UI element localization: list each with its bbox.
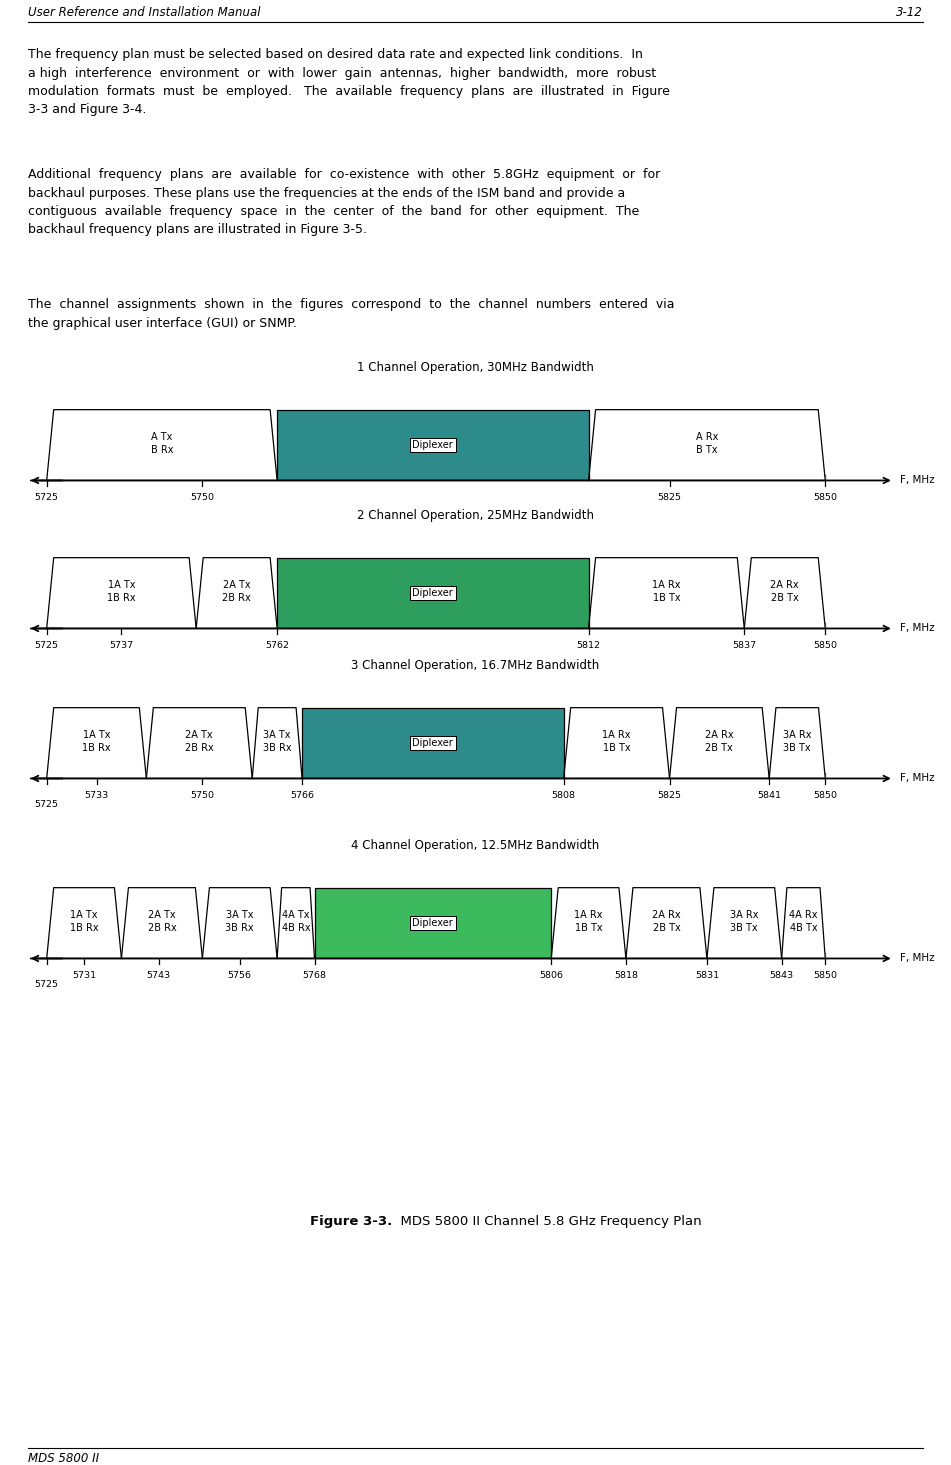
Text: 2A Rx
2B Tx: 2A Rx 2B Tx [652, 910, 681, 933]
Polygon shape [47, 558, 196, 628]
Polygon shape [782, 888, 825, 958]
Bar [302, 708, 564, 778]
Text: 3A Rx
3B Tx: 3A Rx 3B Tx [783, 730, 811, 753]
Text: 4 Channel Operation, 12.5MHz Bandwidth: 4 Channel Operation, 12.5MHz Bandwidth [351, 839, 600, 853]
Text: 2A Rx
2B Tx: 2A Rx 2B Tx [705, 730, 733, 753]
Bar [315, 888, 552, 958]
Text: 5841: 5841 [757, 791, 781, 800]
Text: Additional  frequency  plans  are  available  for  co-existence  with  other  5.: Additional frequency plans are available… [28, 168, 660, 236]
Text: 5733: 5733 [85, 791, 108, 800]
Bar [277, 558, 589, 628]
Text: 5725: 5725 [34, 494, 59, 502]
Polygon shape [277, 888, 315, 958]
Text: 5850: 5850 [813, 642, 837, 650]
Text: F, MHz: F, MHz [900, 476, 935, 485]
Text: 5725: 5725 [34, 800, 59, 810]
Text: 5806: 5806 [539, 971, 563, 980]
Text: 5766: 5766 [290, 791, 314, 800]
Text: Diplexer: Diplexer [413, 919, 454, 927]
Polygon shape [203, 888, 277, 958]
Polygon shape [589, 410, 825, 481]
Polygon shape [564, 708, 670, 778]
Text: 3 Channel Operation, 16.7MHz Bandwidth: 3 Channel Operation, 16.7MHz Bandwidth [351, 659, 600, 672]
Text: 5812: 5812 [576, 642, 601, 650]
Text: 1 Channel Operation, 30MHz Bandwidth: 1 Channel Operation, 30MHz Bandwidth [357, 360, 594, 374]
Text: 1A Tx
1B Rx: 1A Tx 1B Rx [69, 910, 98, 933]
Polygon shape [670, 708, 769, 778]
Polygon shape [589, 558, 745, 628]
Text: 5808: 5808 [552, 791, 575, 800]
Text: 2A Tx
2B Rx: 2A Tx 2B Rx [147, 910, 176, 933]
Text: 1A Rx
1B Tx: 1A Rx 1B Tx [602, 730, 631, 753]
Text: 2A Tx
2B Rx: 2A Tx 2B Rx [184, 730, 214, 753]
Text: User Reference and Installation Manual: User Reference and Installation Manual [28, 6, 261, 19]
Text: 1A Rx
1B Tx: 1A Rx 1B Tx [652, 580, 681, 604]
Text: 5756: 5756 [228, 971, 252, 980]
Polygon shape [47, 708, 146, 778]
Text: 3A Rx
3B Tx: 3A Rx 3B Tx [730, 910, 759, 933]
Text: 5725: 5725 [34, 980, 59, 989]
Text: Diplexer: Diplexer [413, 440, 454, 450]
Text: 2A Rx
2B Tx: 2A Rx 2B Tx [770, 580, 799, 604]
Polygon shape [122, 888, 203, 958]
Text: MDS 5800 II Channel 5.8 GHz Frequency Plan: MDS 5800 II Channel 5.8 GHz Frequency Pl… [392, 1214, 702, 1228]
Text: 1A Rx
1B Tx: 1A Rx 1B Tx [574, 910, 603, 933]
Text: 5731: 5731 [72, 971, 96, 980]
Text: 3-12: 3-12 [896, 6, 923, 19]
Polygon shape [769, 708, 825, 778]
Polygon shape [47, 410, 277, 481]
Text: 4A Tx
4B Rx: 4A Tx 4B Rx [281, 910, 310, 933]
Text: 1A Tx
1B Rx: 1A Tx 1B Rx [107, 580, 136, 604]
Text: 5850: 5850 [813, 791, 837, 800]
Text: 5825: 5825 [657, 791, 682, 800]
Text: 5750: 5750 [190, 791, 214, 800]
Text: 5850: 5850 [813, 971, 837, 980]
Text: 5843: 5843 [769, 971, 794, 980]
Text: Figure 3-3.: Figure 3-3. [310, 1214, 392, 1228]
Text: 4A Rx
4B Tx: 4A Rx 4B Tx [789, 910, 818, 933]
Text: F, MHz: F, MHz [900, 954, 935, 964]
Text: 5831: 5831 [695, 971, 719, 980]
Text: 2A Tx
2B Rx: 2A Tx 2B Rx [223, 580, 251, 604]
Text: 5837: 5837 [732, 642, 756, 650]
Polygon shape [745, 558, 825, 628]
Text: Diplexer: Diplexer [413, 738, 454, 749]
Text: Diplexer: Diplexer [413, 587, 454, 598]
Text: F, MHz: F, MHz [900, 624, 935, 633]
Polygon shape [146, 708, 252, 778]
Text: 1A Tx
1B Rx: 1A Tx 1B Rx [82, 730, 111, 753]
Text: 5725: 5725 [34, 642, 59, 650]
Text: 2 Channel Operation, 25MHz Bandwidth: 2 Channel Operation, 25MHz Bandwidth [357, 508, 594, 522]
Text: 3A Tx
3B Rx: 3A Tx 3B Rx [262, 730, 291, 753]
Polygon shape [196, 558, 277, 628]
Text: 5743: 5743 [146, 971, 171, 980]
Text: 5737: 5737 [109, 642, 133, 650]
Text: 5768: 5768 [302, 971, 326, 980]
Text: 5850: 5850 [813, 494, 837, 502]
Polygon shape [552, 888, 626, 958]
Polygon shape [707, 888, 782, 958]
Polygon shape [252, 708, 302, 778]
Polygon shape [47, 888, 122, 958]
Text: 5825: 5825 [657, 494, 682, 502]
Text: 5750: 5750 [190, 494, 214, 502]
Text: A Rx
B Tx: A Rx B Tx [696, 432, 718, 456]
Text: The frequency plan must be selected based on desired data rate and expected link: The frequency plan must be selected base… [28, 48, 670, 117]
Text: A Tx
B Rx: A Tx B Rx [150, 432, 173, 456]
Text: 5818: 5818 [614, 971, 638, 980]
Text: The  channel  assignments  shown  in  the  figures  correspond  to  the  channel: The channel assignments shown in the fig… [28, 297, 674, 330]
Text: 3A Tx
3B Rx: 3A Tx 3B Rx [225, 910, 254, 933]
Polygon shape [626, 888, 707, 958]
Text: MDS 5800 II: MDS 5800 II [28, 1452, 99, 1465]
Text: F, MHz: F, MHz [900, 774, 935, 784]
Text: 5762: 5762 [265, 642, 289, 650]
Bar [277, 410, 589, 481]
